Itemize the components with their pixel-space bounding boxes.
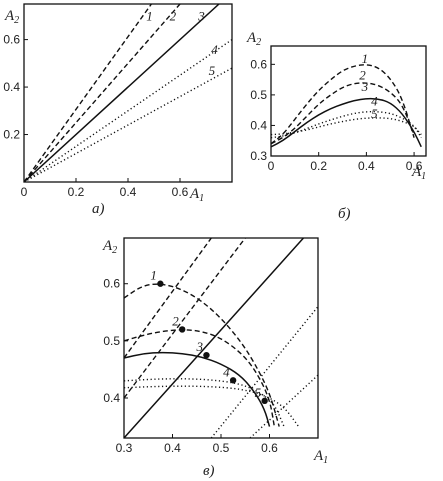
point-label-5: 5 [255, 385, 262, 400]
x-tick-label: 0.3 [116, 441, 133, 455]
series-label-1: 1 [146, 9, 153, 24]
series-3-solid-arc [124, 351, 271, 427]
y-tick-label: 0.4 [250, 118, 267, 132]
x-tick-label: 0.6 [172, 185, 189, 199]
series-4-dotted [24, 39, 232, 182]
y-tick-label: 0.4 [3, 80, 20, 94]
panel-c: 0.3 0.4 0.5 0.6 0.4 0.5 0.6 1 2 3 4 5 A1 A2 в) [102, 237, 328, 479]
series-label-4: 4 [371, 94, 378, 109]
panel-caption: в) [203, 463, 215, 479]
series-1-dashed [271, 64, 415, 145]
series-label-4: 4 [211, 42, 218, 57]
y-tick-label: 0.5 [250, 88, 267, 102]
plot-frame [270, 45, 427, 157]
series-label-2: 2 [170, 9, 177, 24]
series-4-dotted [271, 110, 422, 139]
series-label-5: 5 [209, 63, 216, 78]
x-tick-label: 0 [268, 159, 275, 173]
point-2 [179, 326, 186, 333]
x-tick-label: 0 [21, 185, 28, 199]
point-label-1: 1 [150, 268, 157, 283]
series-5-dotted [24, 67, 232, 182]
y-tick-label: 0.3 [250, 149, 267, 163]
series-2-dashed [24, 4, 181, 182]
y-axis-label: A2 [102, 238, 117, 256]
series-2-dashed [271, 82, 415, 145]
series-3-solid-line [124, 238, 305, 438]
panel-caption: б) [338, 206, 351, 222]
y-tick-label: 0.6 [3, 33, 20, 47]
x-tick-label: 0.6 [261, 441, 278, 455]
series-label-3: 3 [361, 79, 369, 94]
x-tick-label: 0.2 [68, 185, 85, 199]
x-axis-label: A1 [313, 448, 328, 466]
y-tick-label: 0.2 [3, 128, 20, 142]
series-label-1: 1 [362, 51, 369, 66]
point-5 [261, 397, 268, 405]
y-tick-label: 0.5 [103, 334, 120, 348]
panel-a: 0 0.2 0.4 0.6 0.2 0.4 0.6 1 2 3 4 5 A1 A2 а) [3, 3, 233, 217]
series-label-5: 5 [371, 106, 378, 121]
x-tick-label: 0.4 [358, 159, 375, 173]
x-tick-label: 0.4 [120, 185, 137, 199]
series-1-dashed [24, 4, 152, 182]
series-3-solid [24, 4, 220, 182]
x-axis-label: A1 [411, 164, 426, 182]
series-2-dashed-line [124, 238, 246, 399]
point-label-3: 3 [195, 339, 203, 354]
point-3 [203, 351, 210, 359]
x-tick-label: 0.4 [164, 441, 181, 455]
x-axis-label: A1 [189, 186, 204, 204]
y-tick-label: 0.6 [250, 57, 267, 71]
point-1 [157, 280, 164, 287]
point-4 [229, 377, 237, 384]
plot-frame [23, 3, 233, 183]
series-1-dashed-arc [124, 283, 280, 427]
series-5-dotted-line [249, 374, 318, 438]
x-tick-label: 0.5 [213, 441, 230, 455]
series-5-dotted-arc [124, 385, 300, 427]
point-label-2: 2 [172, 313, 179, 328]
series-1-dashed-line [124, 238, 212, 359]
series-label-2: 2 [359, 68, 366, 83]
series-3-solid [271, 97, 422, 148]
point-label-4: 4 [223, 364, 230, 379]
x-tick-label: 0.2 [310, 159, 327, 173]
y-tick-label: 0.4 [103, 391, 120, 405]
y-axis-label: A2 [4, 8, 19, 26]
y-tick-label: 0.6 [103, 277, 120, 291]
series-label-3: 3 [197, 9, 205, 24]
y-axis-label: A2 [246, 30, 261, 48]
panel-caption: а) [92, 201, 105, 217]
x-tick-label: 0.6 [406, 159, 423, 173]
series-4-dotted-line [210, 306, 318, 438]
